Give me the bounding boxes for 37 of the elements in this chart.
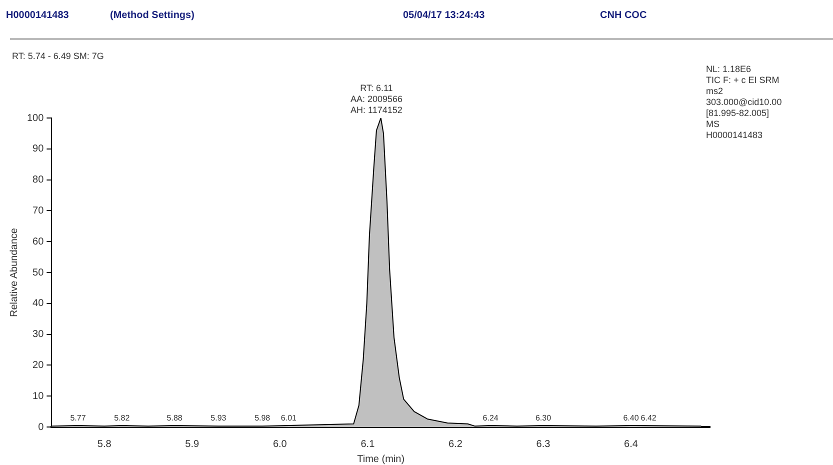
text: 05/04/17 13:24:43 [403, 10, 485, 21]
annotation: 6.01 [280, 414, 298, 423]
chart-subtitle: (Method Settings) [110, 10, 194, 21]
y-tick-label: 60 [32, 236, 44, 248]
y-tick-label: 50 [32, 267, 44, 278]
annotation: 5.77 [70, 414, 86, 423]
annotation: 6.42 [640, 414, 657, 423]
text: CNH COC [600, 10, 647, 21]
annotation: 5.88 [166, 414, 183, 423]
annotation: 6.30 [535, 414, 552, 423]
y-tick-label: 40 [32, 298, 44, 310]
y-tick-label: 0 [38, 422, 44, 433]
y-tick-label: 10 [32, 390, 44, 402]
annotation: 6.40 [623, 414, 640, 423]
annotation: 5.98 [254, 414, 271, 423]
y-tick-label: 70 [32, 205, 44, 216]
annotation: 5.93 [210, 414, 227, 423]
x-tick-label: 6.3 [536, 438, 551, 450]
x-tick-label: 6.0 [272, 438, 288, 450]
annotation: RT: 6.11 AA: 2009566 AH: 1174152 [350, 82, 402, 115]
annotation: NL: 1.18E6 TIC F: + c EI SRM ms2 303.000@cid10.00 [81.995-82.005] MS H0000141483 [706, 64, 782, 141]
y-tick-label: 80 [32, 174, 44, 186]
y-tick-label: 20 [32, 360, 44, 371]
y-tick-label: 30 [32, 329, 44, 340]
x-tick-label: 5.9 [185, 438, 200, 450]
x-tick-label: 6.2 [448, 438, 463, 450]
y-axis-title: Relative Abundance [8, 228, 20, 317]
y-tick-label: 90 [32, 144, 44, 155]
chart-title: H0000141483 [6, 10, 69, 21]
annotation: 6.24 [482, 414, 499, 423]
text: RT: 5.74 - 6.49 SM: 7G [12, 51, 104, 61]
annotation: 5.82 [114, 414, 130, 423]
x-tick-label: 6.1 [360, 438, 376, 450]
y-tick-label: 100 [26, 112, 44, 124]
x-tick-label: 5.8 [97, 438, 112, 450]
x-axis-title: Time (min) [357, 454, 405, 465]
x-tick-label: 6.4 [624, 438, 638, 450]
